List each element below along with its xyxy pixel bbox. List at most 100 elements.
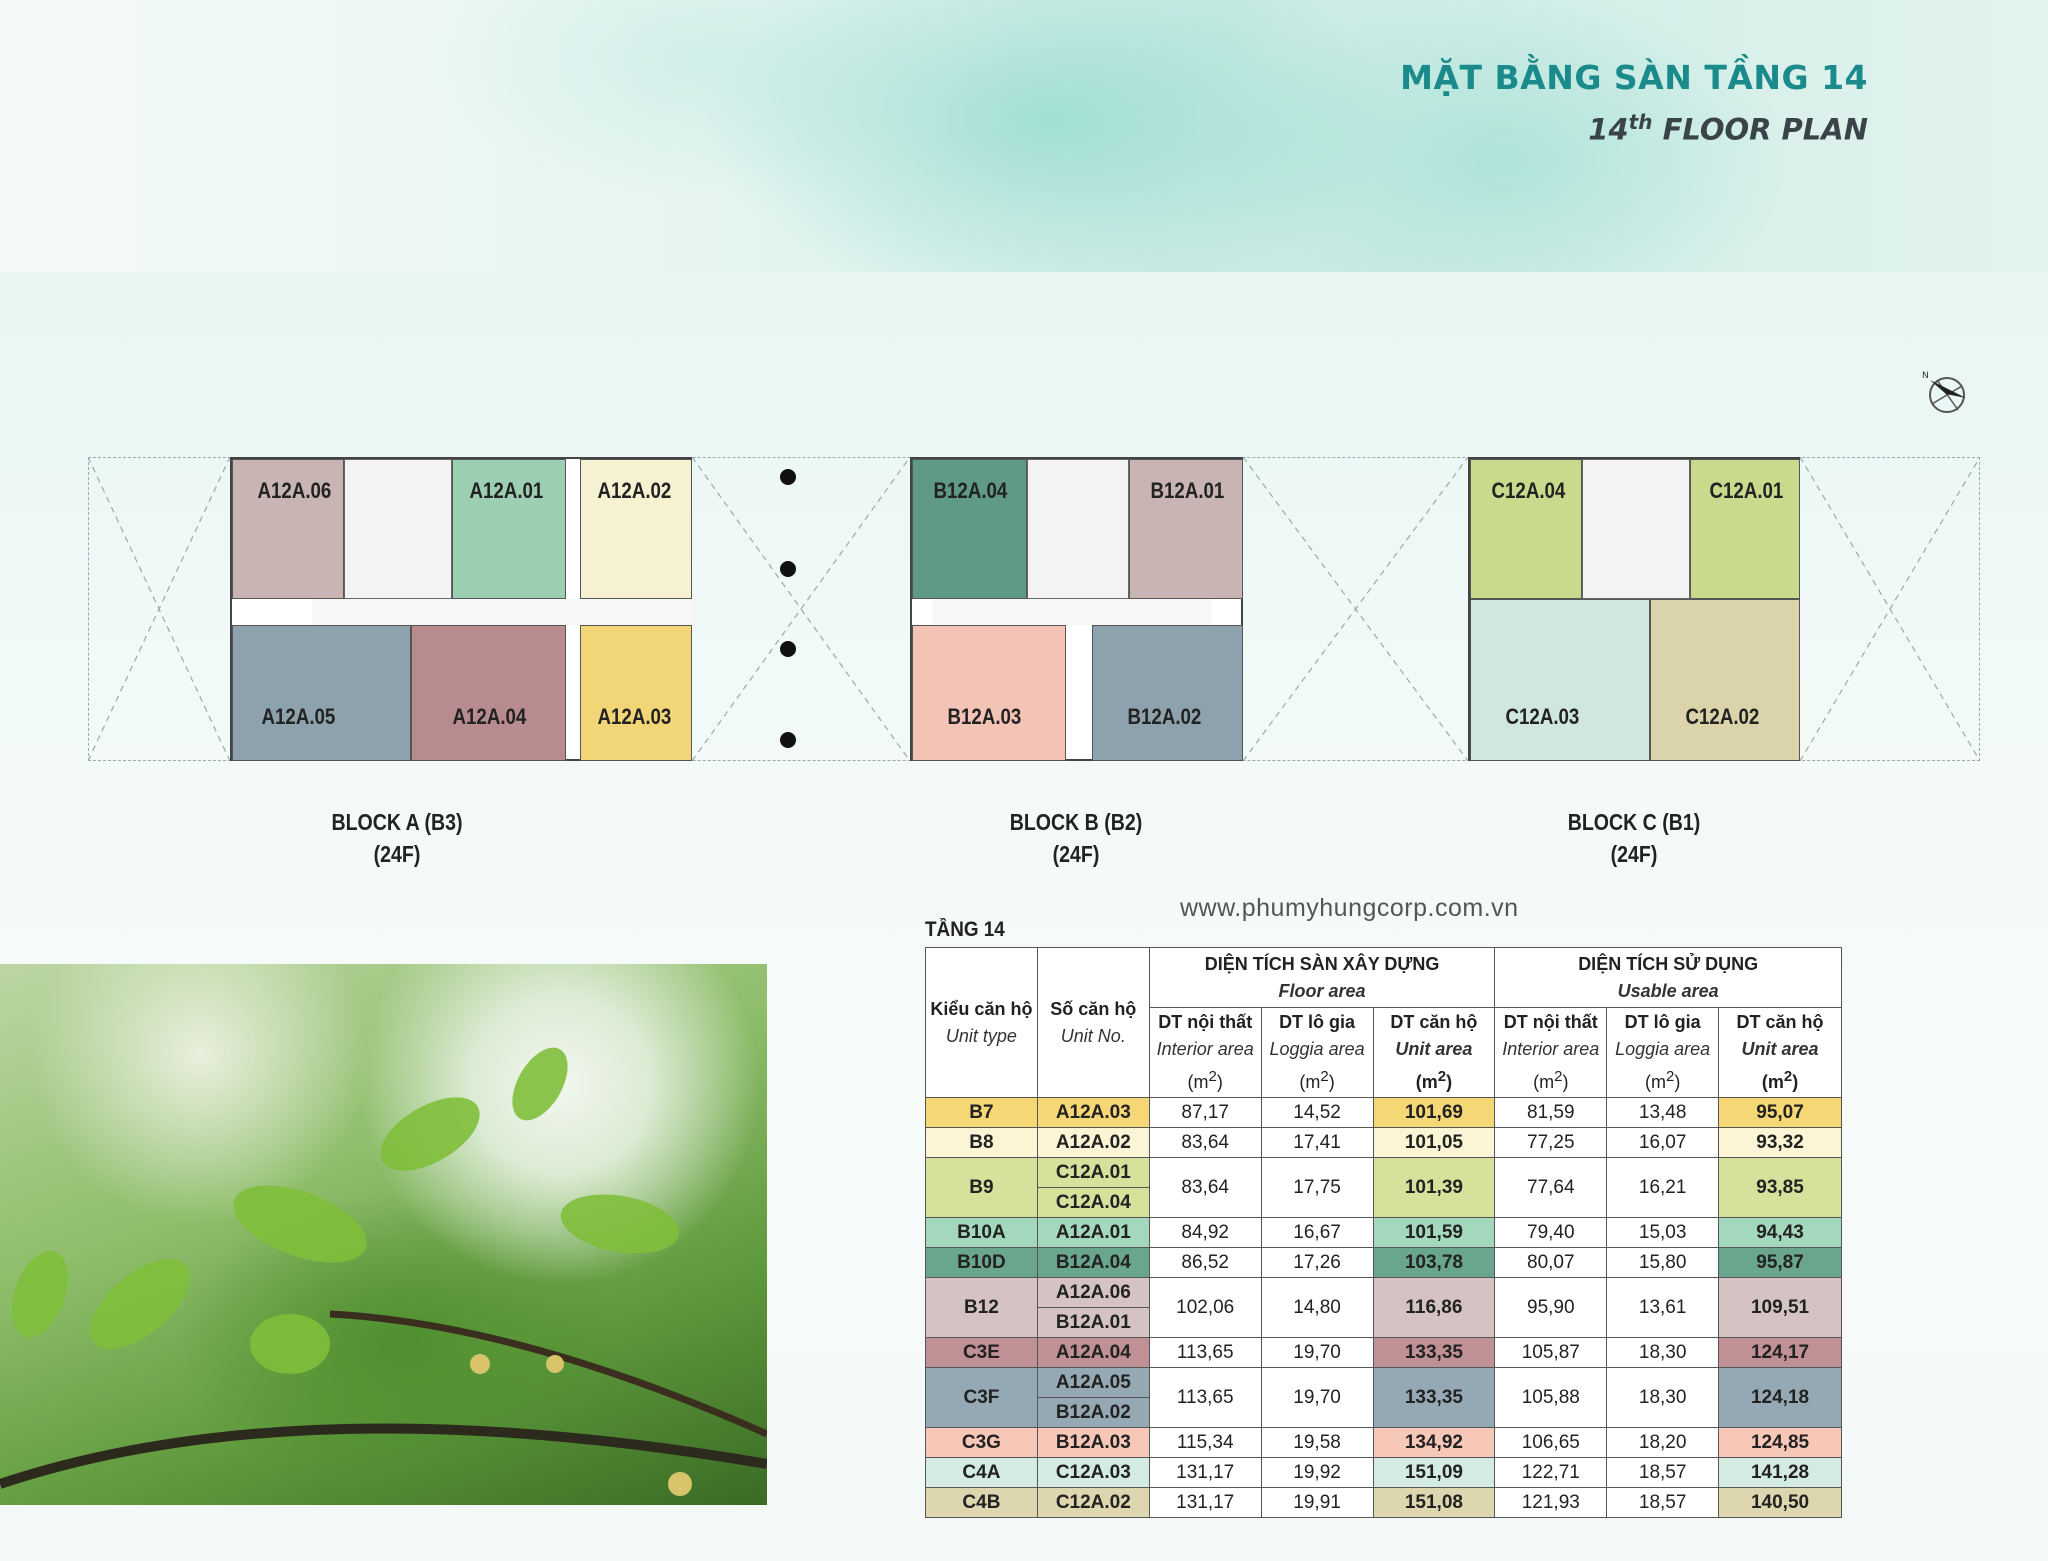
cell-unit-no: A12A.01 (1036, 1217, 1150, 1248)
cell-unit-type: C3G (925, 1427, 1038, 1458)
header-en: Usable area (1617, 980, 1719, 1001)
unit-c12a01[interactable]: C12A.01 (1690, 459, 1800, 599)
unit-a12a03[interactable]: A12A.03 (580, 625, 692, 761)
unit-m: (m (1644, 1072, 1666, 1092)
cell-floor-interior: 84,92 (1148, 1217, 1262, 1248)
cell-usable-unit-area: 141,28 (1718, 1457, 1842, 1488)
unit-m: (m (1299, 1072, 1321, 1092)
unit-b12a01[interactable]: B12A.01 (1129, 459, 1243, 599)
cell-usable-loggia: 18,30 (1606, 1337, 1720, 1368)
block-floors: (24F) (373, 841, 421, 867)
cell-unit-no: C12A.01 (1036, 1157, 1150, 1188)
compass-icon: N (1922, 371, 1966, 413)
cell-usable-interior: 81,59 (1494, 1097, 1608, 1128)
table-row: B10D B12A.04 86,52 17,26 103,78 80,07 15,80 95,… (925, 1247, 1842, 1278)
table-row: C3G B12A.03 115,34 19,58 134,92 106,65 18,20 12… (925, 1427, 1842, 1458)
cell-usable-loggia: 18,20 (1606, 1427, 1720, 1458)
cell-floor-interior: 131,17 (1148, 1457, 1262, 1488)
cell-floor-interior: 131,17 (1148, 1487, 1262, 1518)
cell-usable-loggia: 15,80 (1606, 1247, 1720, 1278)
unit-label: A12A.06 (257, 478, 332, 503)
cell-floor-interior: 102,06 (1148, 1277, 1262, 1338)
cell-unit-no: B12A.02 (1036, 1397, 1150, 1428)
cell-unit-type: B10A (925, 1217, 1038, 1248)
header-vi: DT lô gia (1624, 1012, 1701, 1032)
unit-a12a06[interactable]: A12A.06 (232, 459, 344, 599)
unit-m: (m (1761, 1072, 1784, 1092)
block-a-plan: A12A.06 A12A.01 A12A.02 A12A.05 A12A.04 … (230, 457, 692, 761)
cell-floor-unit-area: 151,09 (1372, 1457, 1496, 1488)
block-name: BLOCK C (B1) (1567, 809, 1701, 835)
unit-label: C12A.04 (1491, 478, 1566, 503)
cell-usable-unit-area: 94,43 (1718, 1217, 1842, 1248)
cell-unit-no: C12A.02 (1036, 1487, 1150, 1518)
cell-unit-type: C4A (925, 1457, 1038, 1488)
column-marker (780, 561, 796, 577)
unit-close: ) (1674, 1072, 1681, 1092)
unit-label: C12A.01 (1709, 478, 1784, 503)
unit-label: A12A.04 (452, 704, 527, 729)
cell-unit-no: A12A.02 (1036, 1127, 1150, 1158)
unit-b12a04[interactable]: B12A.04 (912, 459, 1027, 599)
cell-usable-loggia: 13,48 (1606, 1097, 1720, 1128)
cell-usable-loggia: 18,57 (1606, 1487, 1720, 1518)
header-en: Unit No. (1060, 1025, 1126, 1046)
unit-close: ) (1446, 1072, 1453, 1092)
cell-floor-interior: 115,34 (1148, 1427, 1262, 1458)
cell-usable-unit-area: 140,50 (1718, 1487, 1842, 1518)
cell-unit-type: B8 (925, 1127, 1038, 1158)
cell-unit-type: B10D (925, 1247, 1038, 1278)
cell-floor-unit-area: 151,08 (1372, 1487, 1496, 1518)
cell-floor-interior: 87,17 (1148, 1097, 1262, 1128)
cell-usable-loggia: 16,21 (1606, 1157, 1720, 1218)
cell-floor-interior: 113,65 (1148, 1337, 1262, 1368)
cell-floor-unit-area: 101,05 (1372, 1127, 1496, 1158)
cell-floor-interior: 113,65 (1148, 1367, 1262, 1428)
unit-a12a05[interactable]: A12A.05 (232, 625, 411, 761)
header-vi: DT nội thất (1503, 1012, 1598, 1032)
block-floors: (24F) (1610, 841, 1658, 867)
core-stairs-elevators (344, 459, 452, 599)
block-c-label: BLOCK C (B1) (24F) (1524, 806, 1745, 870)
cell-unit-type: C4B (925, 1487, 1038, 1518)
unit-m: (m (1533, 1072, 1555, 1092)
cell-usable-unit-area: 124,17 (1718, 1337, 1842, 1368)
unit-a12a02[interactable]: A12A.02 (580, 459, 692, 599)
cell-usable-unit-area: 124,18 (1718, 1367, 1842, 1428)
header-unit: (m2) (1262, 1063, 1373, 1096)
unit-sup: 2 (1208, 1068, 1217, 1085)
header-en: Loggia area (1269, 1039, 1365, 1059)
unit-b12a02[interactable]: B12A.02 (1092, 625, 1243, 761)
table-row: B12A.01 (926, 1307, 1842, 1338)
cell-floor-unit-area: 101,39 (1372, 1157, 1496, 1218)
cell-usable-loggia: 16,07 (1606, 1127, 1720, 1158)
unit-c12a03[interactable]: C12A.03 (1470, 599, 1650, 761)
cell-unit-no: A12A.06 (1036, 1277, 1150, 1308)
cell-usable-unit-area: 95,87 (1718, 1247, 1842, 1278)
table-row: B10A A12A.01 84,92 16,67 101,59 79,40 15,03 94,… (925, 1217, 1842, 1248)
cell-usable-unit-area: 95,07 (1718, 1097, 1842, 1128)
table-row: C12A.04 (926, 1187, 1842, 1218)
table-row: C3E A12A.04 113,65 19,70 133,35 105,87 18,30 12… (925, 1337, 1842, 1368)
cell-usable-interior: 77,64 (1494, 1157, 1608, 1218)
column-marker (780, 469, 796, 485)
unit-sup: 2 (1665, 1068, 1675, 1085)
cell-floor-loggia: 17,41 (1260, 1127, 1374, 1158)
cell-unit-type: B9 (925, 1157, 1038, 1218)
unit-sup: 2 (1783, 1068, 1793, 1085)
unit-c12a04[interactable]: C12A.04 (1470, 459, 1582, 599)
cell-usable-interior: 106,65 (1494, 1427, 1608, 1458)
cell-usable-interior: 121,93 (1494, 1487, 1608, 1518)
cell-floor-loggia: 17,26 (1260, 1247, 1374, 1278)
cell-usable-unit-area: 124,85 (1718, 1427, 1842, 1458)
cell-floor-unit-area: 133,35 (1372, 1367, 1496, 1428)
header-unit: (m2) (1374, 1063, 1495, 1096)
unit-a12a04[interactable]: A12A.04 (411, 625, 566, 761)
cell-floor-unit-area: 101,59 (1372, 1217, 1496, 1248)
unit-close: ) (1328, 1072, 1335, 1092)
unit-c12a02[interactable]: C12A.02 (1650, 599, 1800, 761)
unit-b12a03[interactable]: B12A.03 (912, 625, 1066, 761)
unit-a12a01[interactable]: A12A.01 (452, 459, 566, 599)
cell-unit-no: B12A.03 (1036, 1427, 1150, 1458)
header-vi: DT căn hộ (1736, 1012, 1824, 1032)
